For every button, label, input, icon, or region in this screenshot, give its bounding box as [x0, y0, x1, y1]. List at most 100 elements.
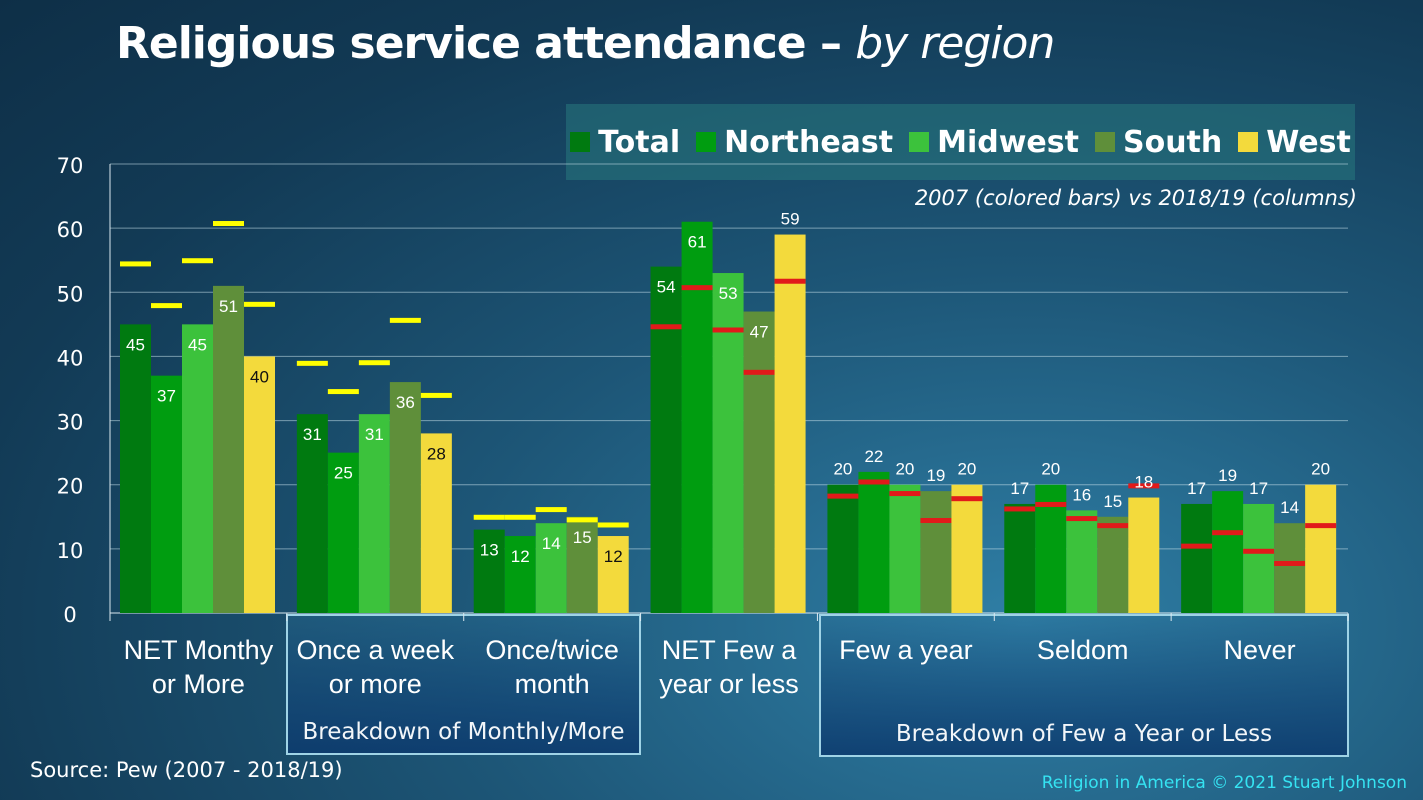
category-label-1-line-2: or More	[151, 669, 245, 699]
marker-2007-south-5	[920, 517, 952, 523]
value-label-northeast-1: 37	[157, 387, 176, 406]
bar-midwest-7	[1243, 503, 1275, 613]
legend-swatch-northeast	[696, 132, 717, 152]
value-label-total-4: 54	[657, 278, 676, 297]
value-label-midwest-7: 17	[1249, 479, 1268, 498]
y-tick-label-50: 50	[57, 282, 84, 306]
value-label-northeast-4: 61	[688, 233, 707, 252]
bar-northeast-2	[327, 452, 359, 613]
marker-2007-northeast-7	[1212, 530, 1244, 536]
bar-west-2	[420, 433, 452, 613]
category-label-2-line-2: or more	[328, 669, 422, 699]
marker-2007-total-6	[1004, 506, 1036, 512]
value-label-west-1: 40	[250, 367, 269, 386]
value-label-midwest-2: 31	[365, 425, 384, 444]
category-label-3-line-2: month	[514, 669, 590, 699]
bar-midwest-4	[712, 273, 744, 613]
bar-northeast-7	[1212, 491, 1244, 613]
legend-swatch-total	[570, 132, 591, 152]
value-label-west-2: 28	[427, 444, 446, 463]
credit-note: Religion in America © 2021 Stuart Johnso…	[1041, 773, 1407, 793]
bar-west-6	[1128, 497, 1160, 613]
bar-total-5	[827, 484, 859, 613]
legend-label-midwest: Midwest	[937, 124, 1079, 160]
value-label-midwest-6: 16	[1072, 485, 1091, 504]
category-label-4-line-1: NET Few a	[661, 635, 797, 665]
category-label-1: NET Monthy or More	[124, 633, 274, 701]
category-label-3-line-1: Once/twice	[485, 635, 619, 665]
bar-midwest-2	[358, 414, 390, 613]
marker-2007-northeast-3	[504, 514, 536, 520]
value-label-midwest-3: 14	[542, 534, 561, 553]
y-tick-label-10: 10	[57, 539, 84, 563]
marker-2007-midwest-5	[889, 491, 921, 497]
bar-west-5	[951, 484, 983, 613]
source-note: Source: Pew (2007 - 2018/19)	[30, 758, 343, 782]
legend-swatch-west	[1238, 132, 1259, 152]
bar-midwest-6	[1066, 510, 1098, 613]
category-label-7: Never	[1224, 633, 1296, 667]
marker-2007-south-4	[743, 369, 775, 375]
marker-2007-south-1	[213, 221, 244, 227]
legend-item-midwest: Midwest	[909, 125, 1079, 160]
value-label-northeast-3: 12	[511, 547, 530, 566]
value-label-west-5: 20	[957, 460, 976, 479]
y-tick-label-40: 40	[57, 346, 84, 370]
bar-midwest-1	[182, 324, 213, 613]
category-label-3: Once/twice month	[485, 633, 619, 701]
bar-west-1	[244, 356, 275, 613]
group-box-few-a-year: Breakdown of Few a Year or Less	[819, 614, 1349, 757]
value-label-south-6: 15	[1103, 492, 1122, 511]
value-label-south-4: 47	[750, 323, 769, 342]
legend-swatch-midwest	[909, 132, 930, 152]
value-label-total-2: 31	[303, 425, 322, 444]
y-tick-label-30: 30	[57, 411, 84, 435]
y-tick-label-20: 20	[57, 475, 84, 499]
category-label-4: NET Few a year or less	[659, 633, 799, 701]
marker-2007-west-5	[951, 496, 983, 502]
marker-2007-midwest-1	[182, 258, 213, 264]
marker-2007-total-4	[650, 324, 682, 330]
bar-northeast-1	[151, 375, 182, 613]
bar-south-1	[213, 285, 244, 613]
marker-2007-total-1	[120, 261, 151, 267]
chart-title: Religious service attendance – by region	[116, 18, 1055, 69]
legend-swatch-south	[1094, 132, 1115, 152]
bar-midwest-3	[535, 523, 567, 613]
marker-2007-south-6	[1097, 523, 1129, 529]
value-label-west-4: 59	[781, 210, 800, 229]
marker-2007-south-7	[1274, 560, 1306, 566]
marker-2007-total-5	[827, 493, 859, 499]
legend-label-total: Total	[598, 124, 681, 160]
value-label-northeast-6: 20	[1041, 460, 1060, 479]
bar-south-3	[566, 516, 598, 613]
group-box-monthly: Breakdown of Monthly/More	[286, 614, 641, 755]
title-dash: –	[805, 18, 856, 69]
marker-2007-northeast-5	[858, 479, 890, 485]
bar-total-6	[1004, 503, 1036, 613]
bar-total-7	[1181, 503, 1213, 613]
marker-2007-midwest-3	[535, 507, 567, 513]
legend-item-west: West	[1238, 125, 1351, 160]
value-label-west-3: 12	[604, 547, 623, 566]
value-label-northeast-5: 22	[864, 447, 883, 466]
legend-item-total: Total	[570, 125, 680, 160]
value-label-midwest-5: 20	[895, 460, 914, 479]
bar-south-5	[920, 491, 952, 613]
value-label-total-6: 17	[1010, 479, 1029, 498]
category-label-6-line-1: Seldom	[1036, 635, 1129, 665]
legend-label-west: West	[1266, 124, 1351, 160]
value-label-midwest-1: 45	[188, 335, 207, 354]
group-box-few-a-year-label: Breakdown of Few a Year or Less	[895, 721, 1273, 747]
value-label-west-7: 20	[1311, 460, 1330, 479]
y-tick-label-70: 70	[57, 154, 84, 178]
value-label-south-2: 36	[396, 393, 415, 412]
marker-2007-midwest-6	[1066, 516, 1098, 522]
bar-west-3	[597, 536, 629, 613]
marker-2007-west-7	[1305, 523, 1337, 529]
category-label-2-line-1: Once a week	[296, 635, 455, 665]
marker-2007-midwest-2	[358, 360, 390, 366]
value-label-south-1: 51	[219, 297, 238, 316]
marker-2007-south-2	[389, 317, 421, 323]
marker-2007-total-3	[473, 514, 505, 520]
